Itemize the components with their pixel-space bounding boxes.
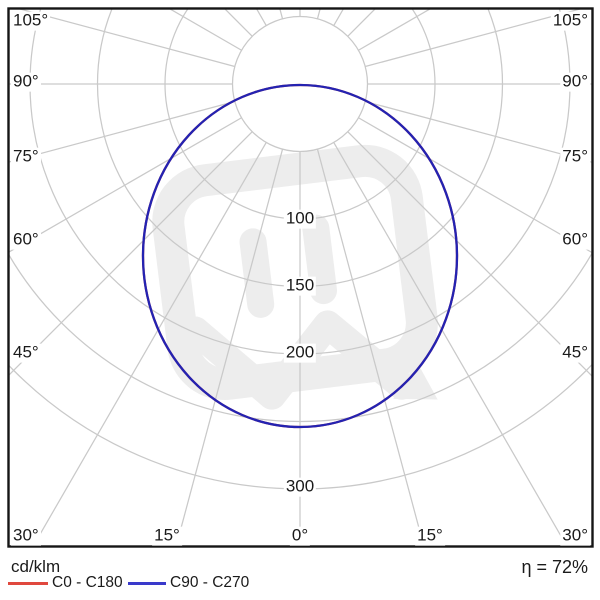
legend-label-c90-c270: C90 - C270 xyxy=(170,574,250,591)
efficiency-value: η = 72% xyxy=(521,557,588,577)
curve-c90-c270 xyxy=(141,83,459,429)
plug-pin-right xyxy=(302,214,338,305)
legend-label-c0-c180: C0 - C180 xyxy=(52,574,123,591)
chart-border xyxy=(7,7,594,548)
units-label: cd/klm xyxy=(11,557,61,576)
legend-line-c0-c180 xyxy=(8,582,48,585)
legend-line-c90-c270 xyxy=(128,582,166,585)
plug-arrow-head xyxy=(393,361,438,400)
